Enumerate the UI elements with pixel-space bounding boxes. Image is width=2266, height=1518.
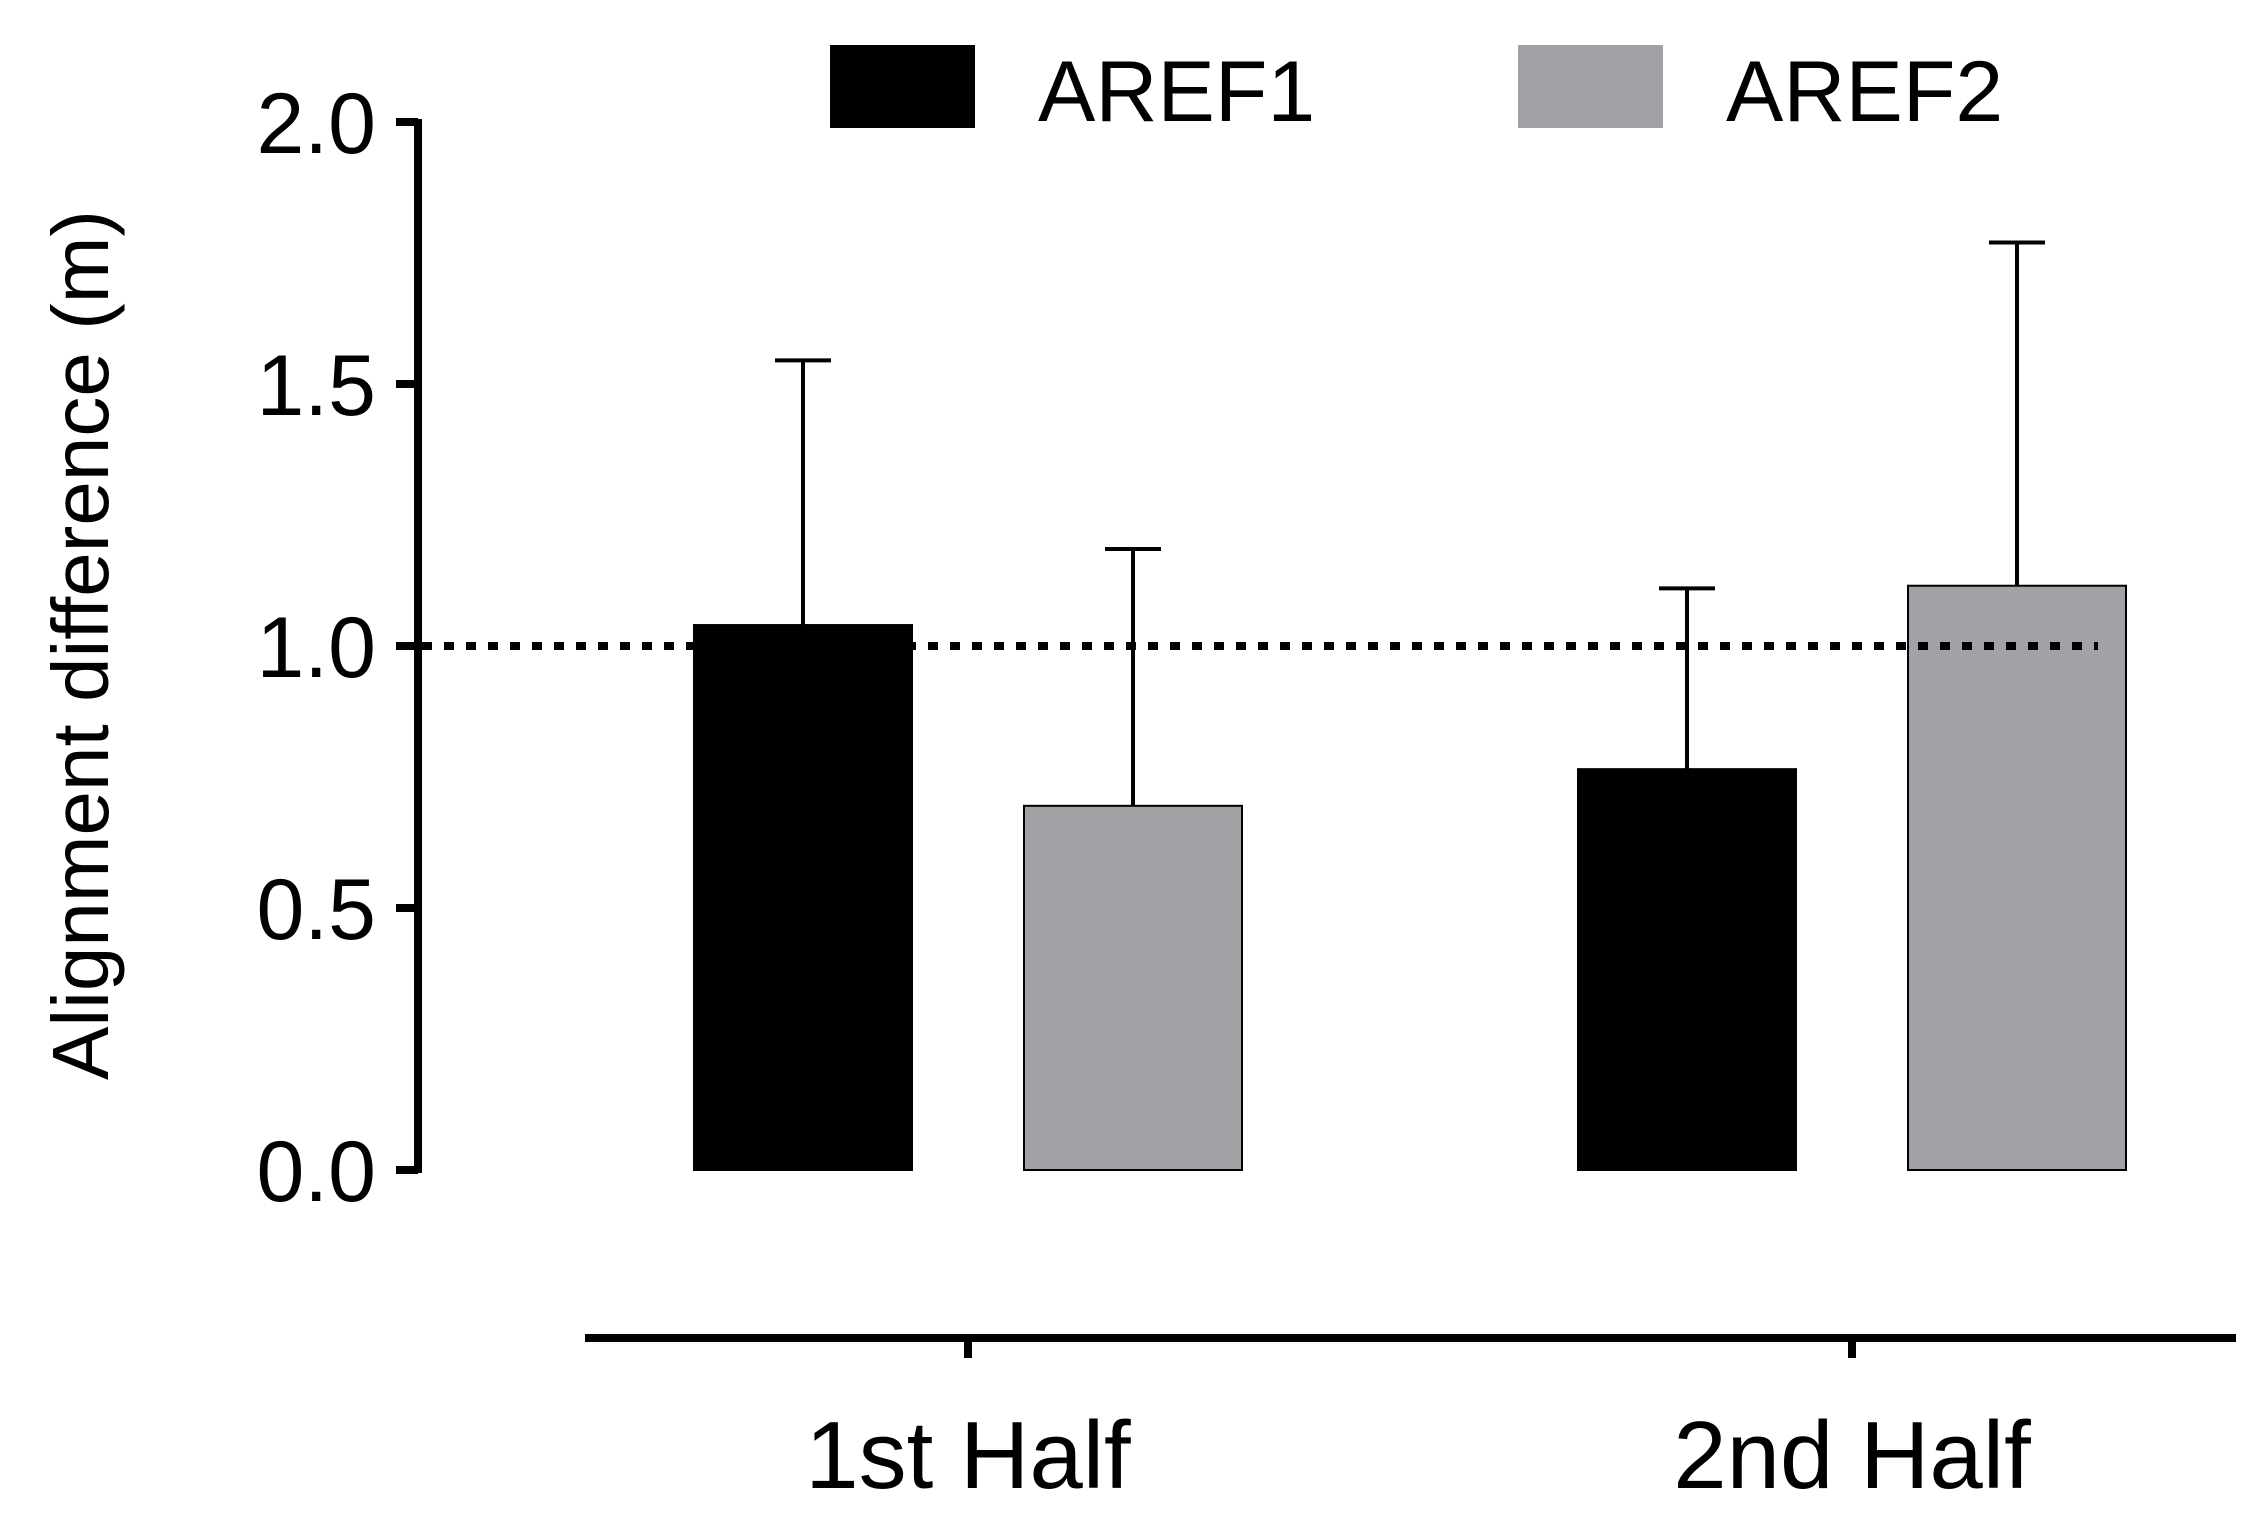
x-tick-label: 2nd Half — [1673, 1402, 2031, 1509]
y-tick-label: 1.5 — [256, 338, 376, 434]
y-tick-label: 2.0 — [256, 76, 376, 172]
bars — [693, 240, 2127, 1171]
legend-swatch — [830, 45, 975, 128]
bar-aref2-1 — [1023, 804, 1243, 1171]
y-tick-label: 0.0 — [256, 1124, 376, 1220]
legend-label: AREF1 — [1038, 44, 1315, 140]
legend: AREF1 AREF2 — [830, 44, 2003, 140]
y-tick-label: 1.0 — [256, 600, 376, 696]
bar-aref2-2 — [1907, 584, 2127, 1171]
y-tick-label: 0.5 — [256, 862, 376, 958]
bar-aref1-2 — [1577, 768, 1797, 1171]
y-axis-title: Alignment difference (m) — [36, 210, 125, 1080]
y-axis: 0.0 0.5 1.0 1.5 2.0 — [256, 76, 422, 1220]
x-axis: 1st Half 2nd Half — [585, 1334, 2236, 1509]
legend-label: AREF2 — [1726, 44, 2003, 140]
bar-aref1-1 — [693, 624, 913, 1171]
legend-swatch — [1518, 45, 1663, 128]
x-tick-label: 1st Half — [805, 1402, 1131, 1509]
